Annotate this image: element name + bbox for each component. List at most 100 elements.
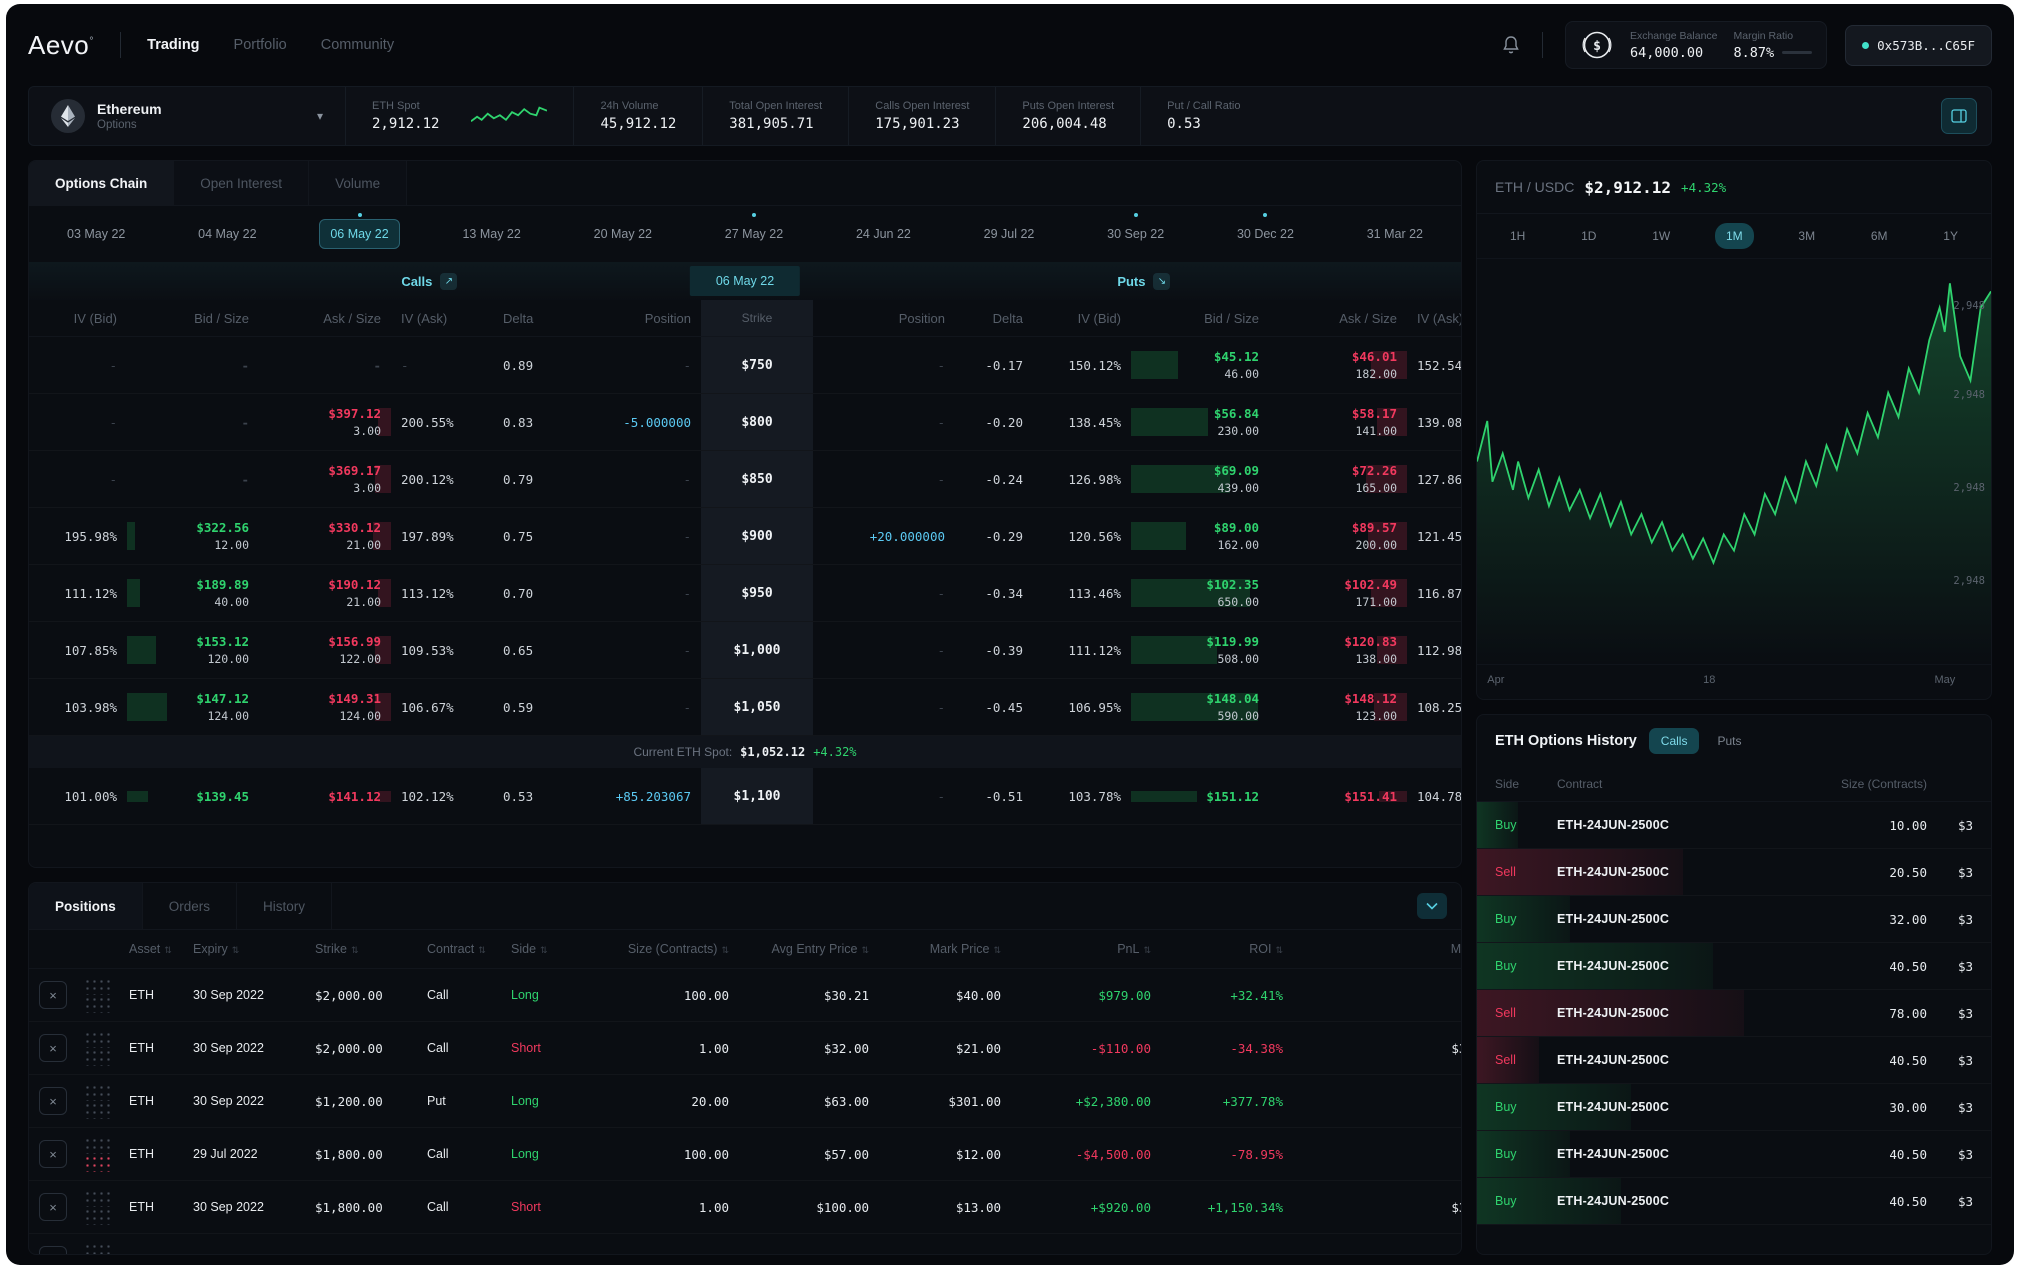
put-bid-size[interactable]: $45.12 46.00 — [1131, 349, 1269, 381]
close-position-button[interactable]: × — [39, 1087, 67, 1115]
tab-options-chain[interactable]: Options Chain — [29, 161, 175, 205]
put-bid-size[interactable]: $89.00 162.00 — [1131, 520, 1269, 552]
position-mark-price: $301.00 — [948, 1093, 1001, 1109]
col-header-asset[interactable]: Asset ⇅ — [121, 942, 185, 956]
call-bid-size[interactable]: $153.12 120.00 — [127, 634, 259, 666]
expiry-date-04-may-22[interactable]: 04 May 22 — [198, 227, 257, 241]
expiry-date-06-may-22[interactable]: 06 May 22 — [319, 213, 400, 249]
col-header-contract[interactable]: Contract ⇅ — [419, 942, 503, 956]
call-ask-size[interactable]: $369.17 3.00 — [259, 463, 391, 495]
put-bid-size[interactable]: $119.99 508.00 — [1131, 634, 1269, 666]
nav-item-trading[interactable]: Trading — [147, 37, 200, 53]
notifications-bell-icon[interactable] — [1502, 35, 1520, 55]
call-bid-size[interactable]: - — [127, 472, 259, 487]
put-bid-size[interactable]: $102.35 650.00 — [1131, 577, 1269, 609]
call-ask-size[interactable]: $156.99 122.00 — [259, 634, 391, 666]
drag-handle-dots-icon[interactable] — [75, 1136, 121, 1172]
puts-section-link[interactable]: Puts ↘ — [1117, 272, 1171, 290]
nav-item-community[interactable]: Community — [320, 37, 395, 53]
calls-section-link[interactable]: Calls ↗ — [401, 272, 458, 290]
tab-volume[interactable]: Volume — [309, 161, 408, 205]
drag-handle-dots-icon[interactable] — [75, 977, 121, 1013]
close-position-button[interactable]: × — [39, 1140, 67, 1168]
call-bid-size[interactable]: $189.89 40.00 — [127, 577, 259, 609]
layout-toggle-button[interactable] — [1941, 98, 1977, 134]
expiry-date-31-mar-22[interactable]: 31 Mar 22 — [1366, 227, 1423, 241]
call-bid-size[interactable]: - — [127, 358, 259, 373]
tab-orders[interactable]: Orders — [143, 883, 238, 929]
range-1h[interactable]: 1H — [1510, 229, 1526, 243]
call-bid-size[interactable]: - — [127, 415, 259, 430]
expiry-date-30-sep-22[interactable]: 30 Sep 22 — [1097, 213, 1174, 248]
range-1w[interactable]: 1W — [1652, 229, 1671, 243]
history-tab-puts[interactable]: Puts — [1717, 734, 1742, 748]
close-position-button[interactable]: × — [39, 1246, 67, 1254]
expiry-date-24-jun-22[interactable]: 24 Jun 22 — [855, 227, 911, 241]
history-side: Sell — [1495, 865, 1516, 879]
expiry-date-03-may-22[interactable]: 03 May 22 — [67, 227, 126, 241]
range-1m[interactable]: 1M — [1714, 223, 1754, 249]
chain-row-strike-750: - - - -0.89- $750- -0.17 150.12% $45.12 46.00 $46… — [29, 337, 1461, 394]
call-bid-size[interactable]: $139.45 — [127, 789, 259, 804]
size: 124.00 — [339, 709, 381, 723]
expiry-date-30-dec-22[interactable]: 30 Dec 22 — [1227, 213, 1304, 248]
expiry-date-20-may-22[interactable]: 20 May 22 — [593, 227, 652, 241]
drag-handle-dots-icon[interactable] — [75, 1030, 121, 1066]
call-bid-size[interactable]: $147.12 124.00 — [127, 691, 259, 723]
put-ask-size[interactable]: $120.83 138.00 — [1269, 634, 1407, 666]
put-ask-size[interactable]: $46.01 182.00 — [1269, 349, 1407, 381]
drag-handle-dots-icon[interactable] — [75, 1083, 121, 1119]
col-header-pnl[interactable]: PnL ⇅ — [1009, 942, 1159, 956]
put-bid-size[interactable]: $148.04 590.00 — [1131, 691, 1269, 723]
aevo-logo[interactable]: Aevo° — [28, 30, 94, 61]
drag-handle-dots-icon[interactable] — [75, 1189, 121, 1225]
call-ask-size[interactable]: $397.12 3.00 — [259, 406, 391, 438]
close-position-button[interactable]: × — [39, 981, 67, 1009]
col-header-mark-price[interactable]: Mark Price ⇅ — [877, 942, 1009, 956]
range-6m[interactable]: 6M — [1870, 229, 1888, 243]
put-bid-size[interactable]: $69.09 439.00 — [1131, 463, 1269, 495]
range-1y[interactable]: 1Y — [1943, 229, 1958, 243]
col-header-margin[interactable]: Margin — [1327, 942, 1461, 956]
range-3m[interactable]: 3M — [1798, 229, 1816, 243]
put-bid-size[interactable]: $56.84 230.00 — [1131, 406, 1269, 438]
put-ask-size[interactable]: $151.41 — [1269, 789, 1407, 804]
put-ask-size[interactable]: $102.49 171.00 — [1269, 577, 1407, 609]
call-ask-size[interactable]: $190.12 21.00 — [259, 577, 391, 609]
call-ask-size[interactable]: - — [259, 358, 391, 373]
col-header-roi[interactable]: ROI ⇅ — [1159, 942, 1291, 956]
price: $89.00 — [1213, 520, 1259, 535]
col-header-size-contracts[interactable]: Size (Contracts) ⇅ — [587, 942, 737, 956]
history-tab-calls[interactable]: Calls — [1648, 728, 1700, 754]
call-ask-size[interactable]: $330.12 21.00 — [259, 520, 391, 552]
expiry-date-27-may-22[interactable]: 27 May 22 — [715, 213, 793, 248]
put-ask-size[interactable]: $58.17 141.00 — [1269, 406, 1407, 438]
close-position-button[interactable]: × — [39, 1193, 67, 1221]
asset-selector[interactable]: Ethereum Options ▾ — [29, 87, 345, 145]
put-ask-size[interactable]: $72.26 165.00 — [1269, 463, 1407, 495]
expiry-date-29-jul-22[interactable]: 29 Jul 22 — [983, 227, 1035, 241]
tab-history[interactable]: History — [237, 883, 333, 929]
price-chart[interactable]: 2,948 2,948 2,948 2,948 — [1477, 259, 1991, 664]
call-ask-size[interactable]: $141.12 — [259, 789, 391, 804]
col-header-avg-entry-price[interactable]: Avg Entry Price ⇅ — [737, 942, 877, 956]
put-position: - — [937, 642, 945, 658]
col-header-side[interactable]: Side ⇅ — [503, 942, 587, 956]
col-header-expiry[interactable]: Expiry ⇅ — [185, 942, 307, 956]
call-ask-size[interactable]: $149.31 124.00 — [259, 691, 391, 723]
put-ask-size[interactable]: $148.12 123.00 — [1269, 691, 1407, 723]
put-bid-size[interactable]: $151.12 — [1131, 789, 1269, 804]
expiry-date-13-may-22[interactable]: 13 May 22 — [462, 227, 521, 241]
call-bid-size[interactable]: $322.56 12.00 — [127, 520, 259, 552]
range-1d[interactable]: 1D — [1581, 229, 1597, 243]
close-position-button[interactable]: × — [39, 1034, 67, 1062]
nav-item-portfolio[interactable]: Portfolio — [233, 37, 287, 53]
col-header-strike[interactable]: Strike ⇅ — [307, 942, 419, 956]
wallet-address-button[interactable]: 0x573B...C65F — [1845, 24, 1992, 66]
tab-open-interest[interactable]: Open Interest — [174, 161, 310, 205]
history-depth-bar — [1477, 943, 1714, 989]
tab-positions[interactable]: Positions — [29, 883, 143, 929]
drag-handle-dots-icon[interactable] — [75, 1242, 121, 1254]
collapse-positions-button[interactable] — [1417, 893, 1447, 919]
put-ask-size[interactable]: $89.57 200.00 — [1269, 520, 1407, 552]
